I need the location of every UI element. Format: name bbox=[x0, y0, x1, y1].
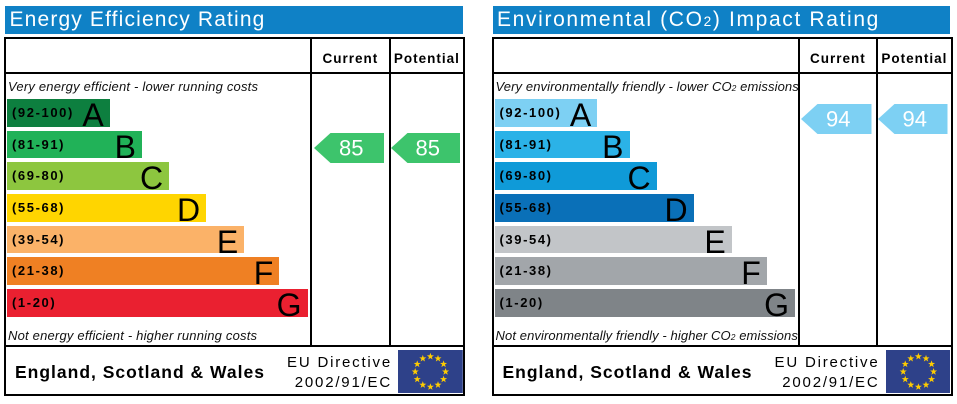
svg-text:85: 85 bbox=[339, 136, 363, 161]
svg-text:85: 85 bbox=[415, 136, 439, 161]
svg-text:94: 94 bbox=[903, 107, 927, 132]
svg-text:94: 94 bbox=[826, 107, 850, 132]
